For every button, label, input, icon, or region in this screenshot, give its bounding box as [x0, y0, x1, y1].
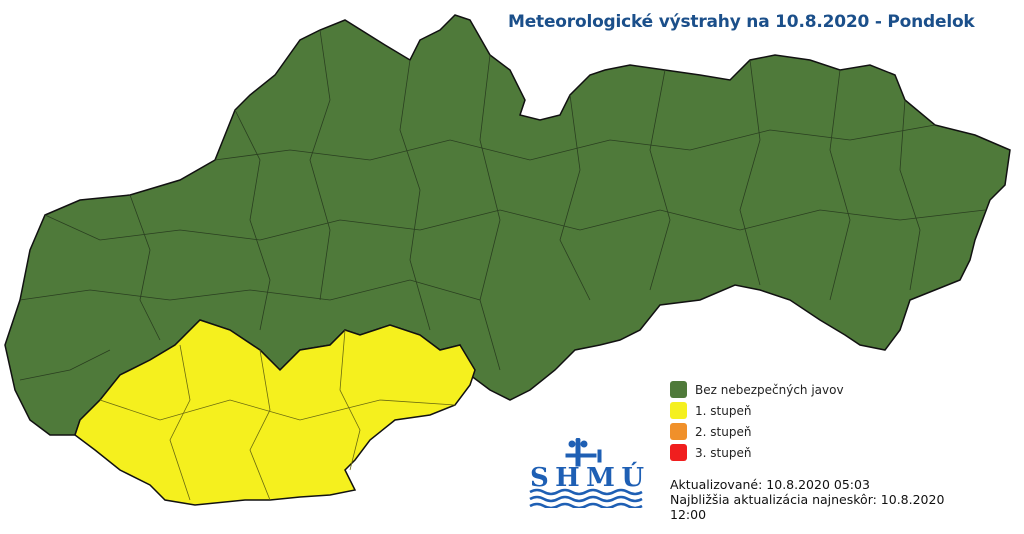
legend-item-level-3: 3. stupeň — [670, 442, 844, 463]
page-title: Meteorologické výstrahy na 10.8.2020 - P… — [508, 12, 975, 32]
updated-text: Aktualizované: 10.8.2020 05:03 — [670, 477, 870, 492]
legend-item-level-1: 1. stupeň — [670, 400, 844, 421]
next-update-text: Najbližšia aktualizácia najneskôr: 10.8.… — [670, 492, 945, 507]
legend-item-level-2: 2. stupeň — [670, 421, 844, 442]
legend-label: Bez nebezpečných javov — [695, 382, 844, 397]
legend-label: 2. stupeň — [695, 424, 752, 439]
district-borders — [19, 29, 986, 381]
legend-label: 1. stupeň — [695, 403, 752, 418]
legend-label: 3. stupeň — [695, 445, 752, 460]
update-info: Aktualizované: 10.8.2020 05:03 Najbližši… — [670, 477, 944, 522]
legend-item-none: Bez nebezpečných javov — [670, 379, 844, 400]
legend: Bez nebezpečných javov 1. stupeň 2. stup… — [670, 379, 844, 463]
next-update-time: 12:00 — [670, 507, 707, 522]
shmu-logo: SHMÚ — [529, 438, 644, 508]
legend-swatch — [670, 444, 687, 461]
legend-swatch — [670, 381, 687, 398]
legend-swatch — [670, 423, 687, 440]
yellow-district-borders — [99, 329, 456, 501]
legend-swatch — [670, 402, 687, 419]
svg-text:SHMÚ: SHMÚ — [530, 461, 644, 493]
